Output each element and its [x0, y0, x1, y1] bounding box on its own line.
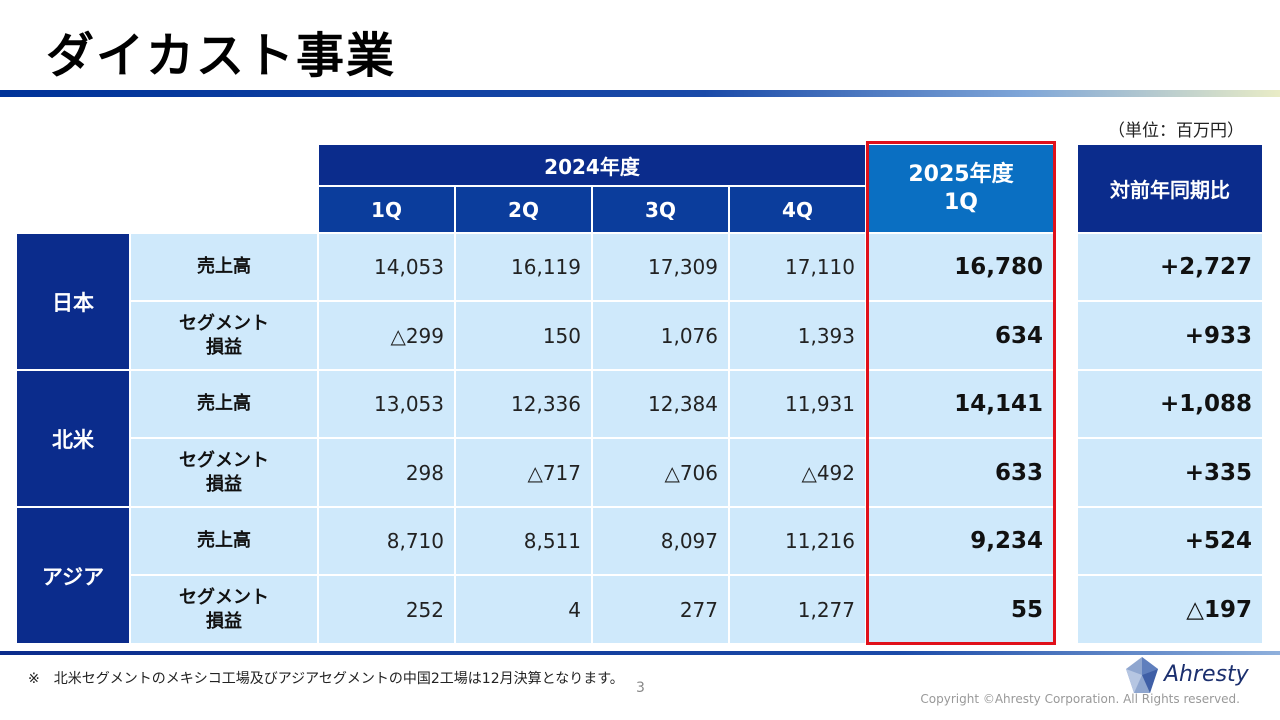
asia-sales-yoy: +524 — [1078, 508, 1262, 574]
asia-segment-q1: 252 — [319, 576, 454, 643]
item-segment-label-1: セグメント — [179, 586, 269, 608]
item-segment-na: セグメント 損益 — [131, 439, 317, 506]
region-japan: 日本 — [17, 234, 129, 369]
na-sales-q1: 13,053 — [319, 371, 454, 437]
page-number: 3 — [636, 680, 645, 696]
na-sales-q4: 11,931 — [730, 371, 865, 437]
asia-segment-q4: 1,277 — [730, 576, 865, 643]
item-sales-japan: 売上高 — [131, 234, 317, 300]
na-segment-yoy: +335 — [1078, 439, 1262, 506]
ahresty-logo-icon — [1126, 657, 1158, 693]
item-sales-label: 売上高 — [197, 393, 251, 414]
header-q4: 4Q — [730, 187, 865, 232]
na-sales-fy2025: 14,141 — [869, 371, 1053, 437]
header-fy2025-1q: 2025年度 1Q — [869, 145, 1053, 232]
header-yoy: 対前年同期比 — [1078, 145, 1262, 232]
na-sales-yoy: +1,088 — [1078, 371, 1262, 437]
japan-sales-fy2025: 16,780 — [869, 234, 1053, 300]
asia-segment-fy2025: 55 — [869, 576, 1053, 643]
brand-name: Ahresty — [1164, 662, 1249, 687]
region-north-america: 北米 — [17, 371, 129, 506]
item-sales-asia: 売上高 — [131, 508, 317, 574]
item-segment-label-1: セグメント — [179, 312, 269, 334]
item-sales-label: 売上高 — [197, 256, 251, 277]
japan-sales-yoy: +2,727 — [1078, 234, 1262, 300]
japan-sales-q4: 17,110 — [730, 234, 865, 300]
asia-sales-fy2025: 9,234 — [869, 508, 1053, 574]
asia-sales-q2: 8,511 — [456, 508, 591, 574]
japan-segment-q2: 150 — [456, 302, 591, 369]
region-asia: アジア — [17, 508, 129, 643]
header-q3: 3Q — [593, 187, 728, 232]
asia-segment-yoy: △197 — [1078, 576, 1262, 643]
page-title: ダイカスト事業 — [46, 28, 397, 84]
na-sales-q2: 12,336 — [456, 371, 591, 437]
asia-sales-q4: 11,216 — [730, 508, 865, 574]
japan-segment-q1: △299 — [319, 302, 454, 369]
item-segment-label-2: 損益 — [206, 336, 242, 358]
japan-segment-q3: 1,076 — [593, 302, 728, 369]
na-segment-q1: 298 — [319, 439, 454, 506]
item-segment-label-2: 損益 — [206, 610, 242, 632]
header-q1: 1Q — [319, 187, 454, 232]
footnote: ※ 北米セグメントのメキシコ工場及びアジアセグメントの中国2工場は12月決算とな… — [28, 671, 624, 687]
item-sales-label: 売上高 — [197, 530, 251, 551]
asia-sales-q3: 8,097 — [593, 508, 728, 574]
japan-sales-q1: 14,053 — [319, 234, 454, 300]
title-underline — [0, 90, 1280, 97]
header-fy2024: 2024年度 — [319, 145, 865, 185]
japan-sales-q2: 16,119 — [456, 234, 591, 300]
asia-segment-q2: 4 — [456, 576, 591, 643]
na-segment-q3: △706 — [593, 439, 728, 506]
japan-sales-q3: 17,309 — [593, 234, 728, 300]
item-segment-japan: セグメント 損益 — [131, 302, 317, 369]
item-segment-asia: セグメント 損益 — [131, 576, 317, 643]
japan-segment-fy2025: 634 — [869, 302, 1053, 369]
na-segment-q4: △492 — [730, 439, 865, 506]
item-segment-label-2: 損益 — [206, 473, 242, 495]
footer-divider — [0, 651, 1280, 655]
asia-sales-q1: 8,710 — [319, 508, 454, 574]
item-sales-na: 売上高 — [131, 371, 317, 437]
header-fy2025-line2: 1Q — [943, 189, 978, 215]
asia-segment-q3: 277 — [593, 576, 728, 643]
copyright: Copyright ©Ahresty Corporation. All Righ… — [920, 692, 1240, 706]
item-segment-label-1: セグメント — [179, 449, 269, 471]
na-sales-q3: 12,384 — [593, 371, 728, 437]
na-segment-fy2025: 633 — [869, 439, 1053, 506]
japan-segment-yoy: +933 — [1078, 302, 1262, 369]
header-fy2025-line1: 2025年度 — [908, 161, 1014, 187]
header-q2: 2Q — [456, 187, 591, 232]
na-segment-q2: △717 — [456, 439, 591, 506]
unit-label: （単位：百万円） — [1108, 121, 1244, 141]
japan-segment-q4: 1,393 — [730, 302, 865, 369]
